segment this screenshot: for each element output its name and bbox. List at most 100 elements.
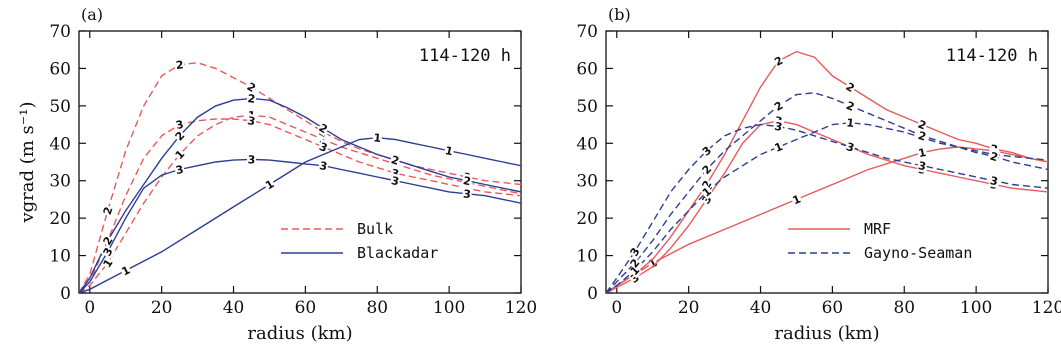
curve-label: 1	[789, 191, 804, 207]
curve-label-text: 3	[390, 174, 400, 188]
curve-label-text: 1	[444, 144, 454, 158]
curve-label-bg	[461, 186, 473, 201]
series-line-bulk-3	[79, 118, 521, 293]
curve-label-bg	[698, 184, 715, 200]
curve-label-bg	[316, 120, 331, 137]
time-annotation: 114-120 h	[419, 46, 511, 66]
curve-label-text: 3	[917, 159, 927, 173]
curve-label-text: 3	[463, 187, 472, 201]
curve-label: 3	[626, 244, 643, 260]
x-tick-label: 120	[1032, 298, 1061, 318]
curve-label-bg	[443, 143, 455, 159]
curve-label: 3	[173, 117, 186, 132]
series-group: 1111222222333333111111222222333333	[606, 50, 1048, 293]
curve-label-text: 2	[462, 174, 472, 188]
series-line-mrf-1	[606, 146, 1048, 293]
curve-label-text: 2	[175, 58, 184, 72]
x-tick-label: 80	[893, 298, 915, 318]
curve-label-bg	[100, 204, 116, 217]
curve-label-bg	[843, 79, 858, 95]
curve-label-text: 1	[917, 146, 927, 160]
curve-label-bg	[915, 116, 929, 133]
curve-label-bg	[916, 158, 928, 173]
curve-label: 2	[461, 173, 473, 188]
y-tick-label: 40	[49, 134, 71, 154]
series-line-mrf-2	[606, 50, 1048, 293]
curve-label: 1	[845, 115, 856, 130]
x-tick-label: 0	[84, 298, 95, 318]
curve-label-bg	[118, 262, 133, 279]
curve-label-bg	[244, 79, 259, 95]
series-line-gayno-seaman-1	[606, 121, 1048, 293]
curve-label-bg	[388, 152, 402, 168]
curve-label: 1	[771, 139, 786, 155]
curve-label-bg	[772, 119, 785, 134]
curve-label: 3	[316, 139, 331, 155]
time-annotation: 114-120 h	[946, 46, 1038, 66]
curve-label: 2	[388, 152, 402, 168]
x-tick-label: 100	[960, 298, 992, 318]
curve-label: 3	[245, 113, 258, 129]
curve-label: 2	[174, 57, 185, 72]
y-tick-label: 30	[576, 172, 598, 192]
curve-label-text: 3	[175, 163, 185, 177]
curve-label: 1	[443, 143, 455, 159]
curve-label-bg	[843, 98, 858, 114]
y-tick-label: 50	[576, 97, 598, 117]
y-tick-label: 0	[60, 284, 71, 304]
curve-label-bg	[645, 255, 660, 271]
series-line-gayno-seaman-3	[606, 123, 1048, 293]
curve-label-bg	[987, 148, 1001, 164]
curve-label-bg	[372, 130, 383, 145]
x-tick-label: 60	[295, 298, 317, 318]
curve-label-bg	[698, 161, 715, 178]
curve-label: 2	[100, 204, 116, 217]
y-tick-label: 30	[49, 172, 71, 192]
plot-frame	[78, 30, 522, 294]
y-tick-label: 70	[49, 22, 71, 42]
y-tick-label: 10	[576, 247, 598, 267]
y-tick-label: 60	[49, 59, 71, 79]
curve-label: 2	[915, 128, 929, 144]
curve-label-text: 3	[390, 167, 400, 181]
curve-label-text: 2	[988, 150, 999, 165]
curve-label-text: 2	[101, 205, 116, 216]
curve-label-text: 1	[846, 116, 855, 130]
y-axis-title: vgrad (m s⁻¹)	[17, 101, 38, 223]
curve-label-bg	[246, 91, 257, 106]
curve-label-text: 2	[916, 129, 927, 144]
series-line-bulk-2	[79, 62, 521, 293]
curve-label-bg	[988, 173, 1000, 188]
y-tick-label: 20	[49, 209, 71, 229]
legend-entry: Bulk	[357, 220, 393, 238]
x-tick-label: 40	[223, 298, 245, 318]
curve-label: 1	[262, 176, 277, 192]
curve-label-bg	[771, 139, 786, 155]
panel-b: 0 20 40 60 80 100 120 0 10 20 30 40 50 60 70 radius (km…	[576, 5, 1061, 344]
curve-label: 2	[771, 98, 786, 114]
curve-label: 1	[372, 130, 383, 145]
curve-label-text: 3	[845, 140, 856, 155]
legend-entry: Blackadar	[357, 244, 438, 262]
curve-label: 1	[118, 262, 133, 279]
x-tick-label: 0	[611, 298, 622, 318]
curve-label-bg	[245, 113, 258, 129]
curve-label-bg	[915, 128, 929, 144]
series-line-blackadar-3	[79, 158, 521, 293]
x-tick-label: 60	[822, 298, 844, 318]
series-line-gayno-seaman-2	[606, 92, 1048, 293]
curve-label-text: 2	[247, 92, 256, 106]
curve-label-bg	[771, 53, 786, 69]
curve-label-text: 3	[175, 118, 185, 132]
curve-label-text: 3	[318, 159, 328, 173]
curve-label-text: 2	[389, 153, 400, 168]
curve-label-bg	[171, 146, 188, 163]
curve-label-bg	[626, 244, 643, 260]
curve-label-bg	[316, 139, 331, 155]
x-tick-label: 40	[750, 298, 772, 318]
y-tick-label: 20	[576, 209, 598, 229]
curve-label: 3	[246, 152, 257, 167]
series-line-blackadar-2	[79, 97, 521, 293]
curve-label: 3	[461, 186, 473, 201]
